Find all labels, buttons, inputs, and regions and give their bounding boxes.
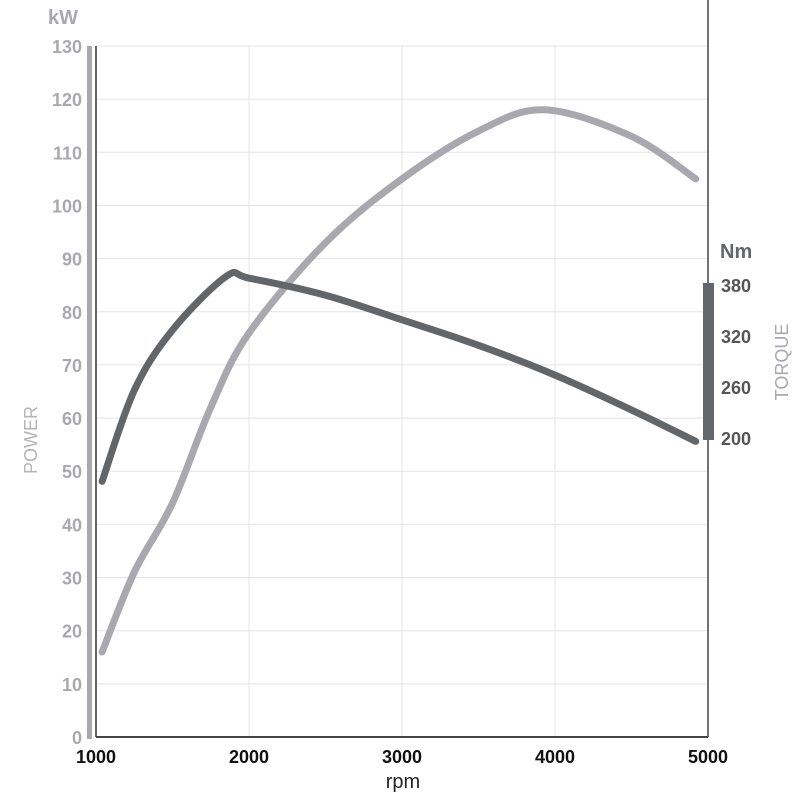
y-left-tick-label: 40 [62,515,82,535]
series-line-power [98,106,700,656]
y-right-tick-label: 380 [721,276,751,296]
y-right-unit: Nm [720,241,752,263]
grid [96,45,708,737]
y-left-tick-label: 70 [62,356,82,376]
y-left-unit: kW [48,7,78,29]
labels: kW POWER Nm TORQUE rpm [21,7,792,793]
y-left-tick-label: 10 [62,675,82,695]
y-left-label: POWER [21,406,41,474]
y-left-tick-label: 0 [72,728,82,748]
y-left-tick-label: 30 [62,569,82,589]
y-right-tick-label: 320 [721,327,751,347]
y-left-tick-label: 20 [62,622,82,642]
series [98,106,700,656]
y-right-tick-label: 200 [721,429,751,449]
x-tick-label: 3000 [382,747,422,767]
y-right-axis-bar [703,283,714,440]
y-left-tick-label: 110 [53,143,82,163]
x-tick-label: 4000 [535,747,575,767]
y-right-label: TORQUE [772,324,792,401]
axes: 0 10 20 30 40 50 60 70 80 90 100 110 120 130 1000 2000 3… [52,0,751,767]
y-left-tick-label: 60 [62,409,82,429]
y-right-tick-label: 260 [721,378,751,398]
y-left-tick-label: 130 [52,37,82,57]
y-left-tick-label: 100 [52,196,82,216]
x-tick-label: 5000 [688,747,728,767]
y-left-tick-label: 90 [62,250,82,270]
x-tick-label: 1000 [76,747,116,767]
y-left-tick-label: 50 [62,462,82,482]
x-tick-label: 2000 [229,747,269,767]
x-axis-label: rpm [386,771,420,793]
y-left-axis-bar [87,46,92,739]
y-left-tick-label: 80 [62,303,82,323]
series-line-torque [98,268,700,485]
y-left-tick-label: 120 [52,90,82,110]
